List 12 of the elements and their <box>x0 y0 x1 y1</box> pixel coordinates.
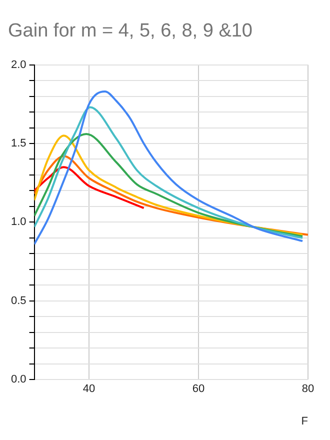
y-tick-label: 0.0 <box>10 374 26 386</box>
x-tick-label: 80 <box>302 383 314 396</box>
y-tick-label: 1.0 <box>10 216 26 228</box>
x-axis-title: F <box>301 415 308 428</box>
y-tick-label: 2.0 <box>10 58 26 71</box>
x-tick-label: 60 <box>192 383 205 396</box>
line-series <box>34 166 145 210</box>
y-tick-label: 1.5 <box>10 138 26 150</box>
x-tick-label: 40 <box>82 383 96 396</box>
line-series <box>34 155 308 236</box>
y-tick-label: 0.5 <box>10 294 26 307</box>
chart-title: Gain for m = 4, 5, 6, 8, 9 &10 <box>8 20 252 42</box>
